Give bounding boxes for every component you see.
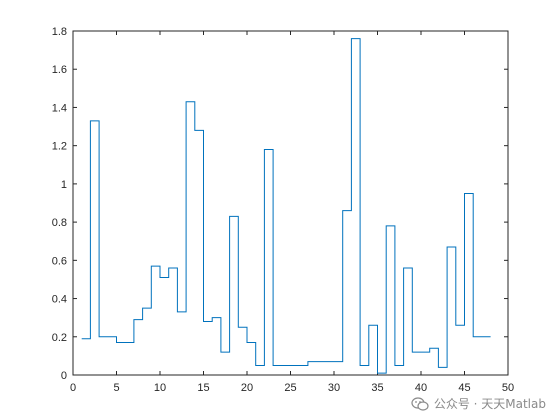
x-tick-label: 0 xyxy=(70,382,76,394)
y-tick-label: 1.8 xyxy=(52,26,67,38)
y-tick-label: 1.2 xyxy=(52,141,67,153)
watermark-text: 公众号 · 天天Matlab xyxy=(433,397,546,411)
x-tick-label: 25 xyxy=(284,382,296,394)
y-tick-label: 0.6 xyxy=(52,255,67,267)
x-tick-label: 15 xyxy=(197,382,209,394)
y-tick-label: 1.6 xyxy=(52,64,67,76)
y-tick-label: 1 xyxy=(61,179,67,191)
watermark: 公众号 · 天天Matlab xyxy=(411,395,546,412)
series-layer xyxy=(81,38,491,374)
stairs-series-line xyxy=(81,38,491,374)
x-tick-label: 35 xyxy=(371,382,383,394)
x-tick-label: 50 xyxy=(502,382,514,394)
y-axis-ticks: 0 0.2 0.4 0.6 0.8 1 1.2 1.4 1.6 1.8 xyxy=(52,26,508,382)
wechat-icon xyxy=(411,396,429,411)
x-tick-label: 40 xyxy=(415,382,427,394)
y-tick-label: 1.4 xyxy=(52,102,67,114)
x-tick-label: 10 xyxy=(154,382,166,394)
x-tick-label: 30 xyxy=(328,382,340,394)
y-tick-label: 0.8 xyxy=(52,217,67,229)
y-tick-label: 0 xyxy=(61,370,67,382)
x-tick-label: 45 xyxy=(458,382,470,394)
x-tick-label: 5 xyxy=(113,382,119,394)
x-tick-label: 20 xyxy=(241,382,253,394)
x-axis-ticks: 0 5 10 15 20 25 30 35 40 45 50 xyxy=(70,31,514,394)
y-tick-label: 0.4 xyxy=(52,294,67,306)
y-tick-label: 0.2 xyxy=(52,332,67,344)
plot-area-frame xyxy=(72,30,509,376)
